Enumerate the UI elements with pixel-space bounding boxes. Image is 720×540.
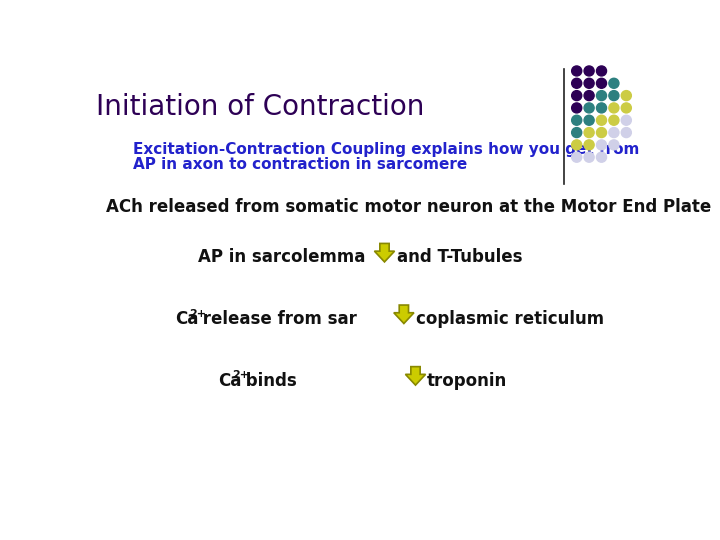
Circle shape xyxy=(584,103,594,113)
Text: Initiation of Contraction: Initiation of Contraction xyxy=(96,93,425,121)
Circle shape xyxy=(572,152,582,162)
Text: and T-Tubules: and T-Tubules xyxy=(397,248,523,266)
Circle shape xyxy=(609,103,619,113)
Text: 2+: 2+ xyxy=(232,370,249,380)
Polygon shape xyxy=(374,244,395,262)
Circle shape xyxy=(609,91,619,100)
Text: 2+: 2+ xyxy=(189,308,206,319)
Text: Excitation-Contraction Coupling explains how you get from: Excitation-Contraction Coupling explains… xyxy=(132,142,639,157)
Circle shape xyxy=(584,66,594,76)
Circle shape xyxy=(572,78,582,88)
Circle shape xyxy=(572,140,582,150)
Circle shape xyxy=(621,91,631,100)
Circle shape xyxy=(609,127,619,138)
Circle shape xyxy=(596,140,606,150)
Circle shape xyxy=(609,115,619,125)
Circle shape xyxy=(572,127,582,138)
Circle shape xyxy=(596,152,606,162)
Circle shape xyxy=(621,103,631,113)
Circle shape xyxy=(596,127,606,138)
Circle shape xyxy=(584,152,594,162)
Circle shape xyxy=(584,78,594,88)
Circle shape xyxy=(596,103,606,113)
Circle shape xyxy=(609,140,619,150)
Polygon shape xyxy=(405,367,426,385)
Circle shape xyxy=(596,115,606,125)
Text: release from sar: release from sar xyxy=(197,310,357,328)
Circle shape xyxy=(572,66,582,76)
Text: Ca: Ca xyxy=(175,310,199,328)
Circle shape xyxy=(572,103,582,113)
Polygon shape xyxy=(394,305,414,323)
Circle shape xyxy=(584,115,594,125)
Circle shape xyxy=(596,91,606,100)
Text: ACh released from somatic motor neuron at the Motor End Plate: ACh released from somatic motor neuron a… xyxy=(106,198,711,216)
Text: coplasmic reticulum: coplasmic reticulum xyxy=(415,310,603,328)
Circle shape xyxy=(584,127,594,138)
Text: AP in axon to contraction in sarcomere: AP in axon to contraction in sarcomere xyxy=(132,157,467,172)
Text: Ca: Ca xyxy=(218,372,241,389)
Text: AP in sarcolemma: AP in sarcolemma xyxy=(199,248,366,266)
Circle shape xyxy=(621,127,631,138)
Circle shape xyxy=(572,91,582,100)
Text: troponin: troponin xyxy=(427,372,508,389)
Circle shape xyxy=(609,78,619,88)
Circle shape xyxy=(584,140,594,150)
Text: binds: binds xyxy=(240,372,302,389)
Circle shape xyxy=(596,66,606,76)
Circle shape xyxy=(621,115,631,125)
Circle shape xyxy=(584,91,594,100)
Circle shape xyxy=(596,78,606,88)
Circle shape xyxy=(572,115,582,125)
